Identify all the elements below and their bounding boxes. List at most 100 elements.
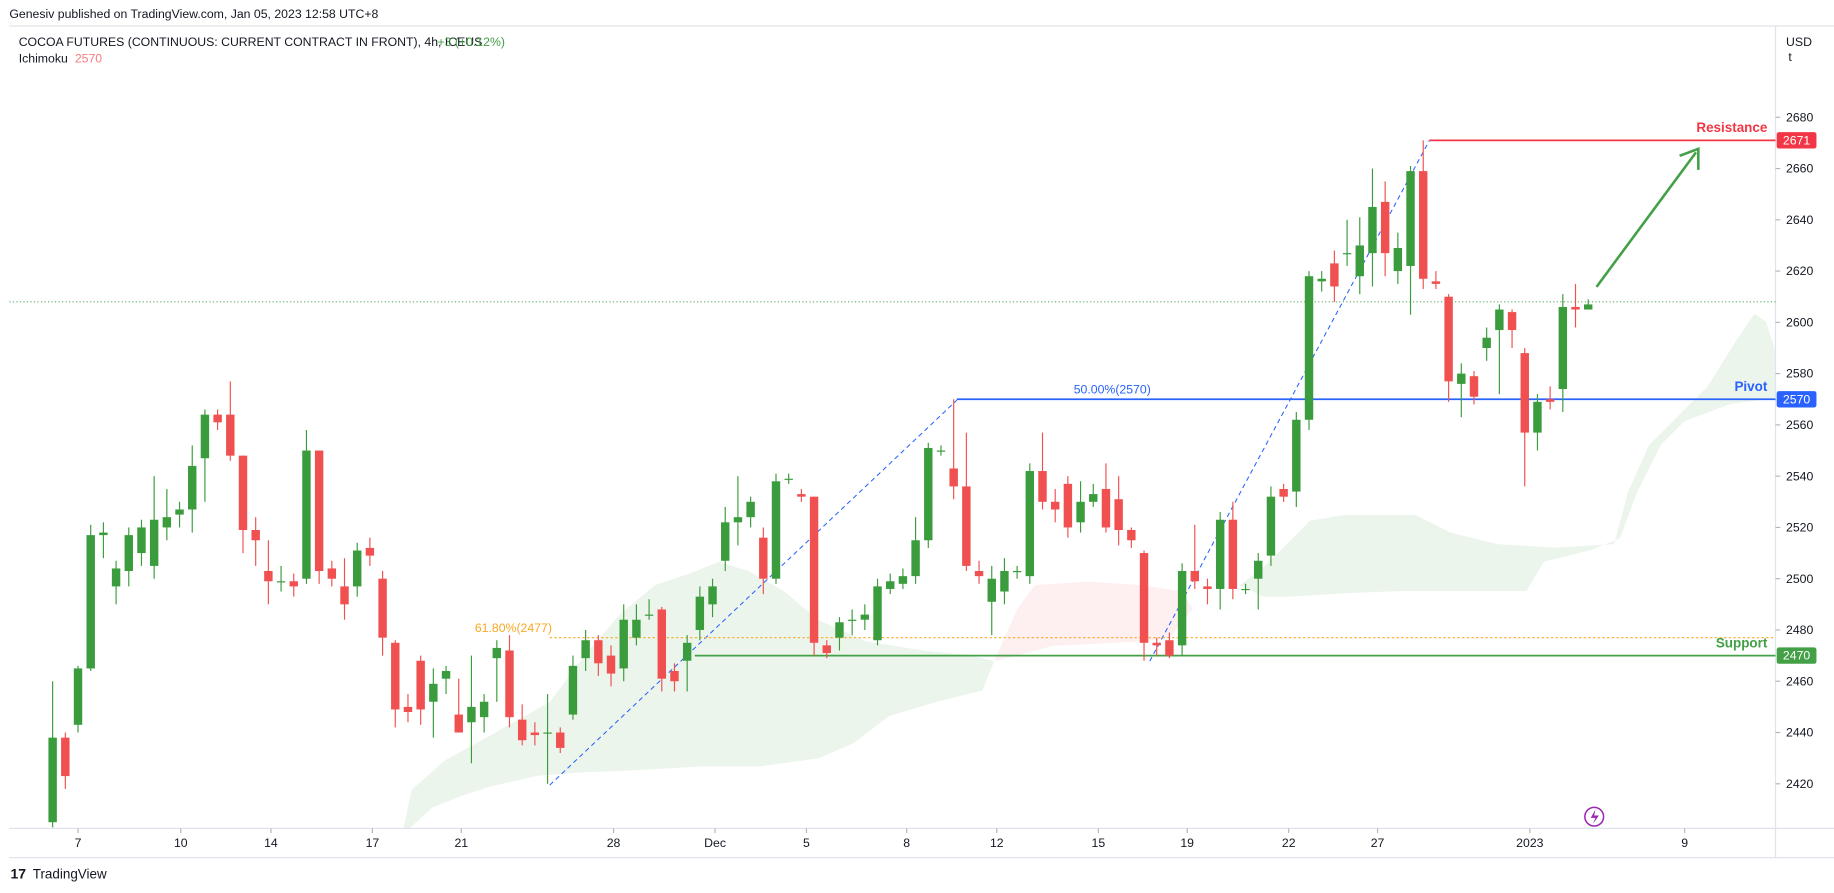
candle-body xyxy=(962,486,971,566)
level-badge xyxy=(1776,391,1817,408)
x-tick-label: 28 xyxy=(607,836,621,850)
candle-body xyxy=(1025,471,1035,577)
indicator-name: Ichimoku xyxy=(19,51,68,65)
candle-body xyxy=(264,571,273,582)
candle-body xyxy=(1177,571,1187,646)
y-tick-label: 2500 xyxy=(1786,572,1813,586)
candle-body xyxy=(797,494,806,497)
candle-body xyxy=(1457,373,1466,384)
candle-body xyxy=(1114,499,1123,530)
candle-body xyxy=(543,732,552,734)
candle-body xyxy=(314,450,324,572)
ichimoku-cloud xyxy=(1239,313,1776,597)
candle-body xyxy=(1101,488,1111,528)
candle-body xyxy=(1127,529,1136,541)
candle-body xyxy=(175,509,184,515)
candle-body xyxy=(1279,488,1288,497)
candle-body xyxy=(162,517,172,528)
candle-body xyxy=(1495,309,1504,331)
brand: TradingView xyxy=(33,867,107,882)
fib-label: 61.80%(2477) xyxy=(475,621,552,635)
x-tick-label: 14 xyxy=(264,836,278,850)
candle-body xyxy=(289,581,298,587)
candle-body xyxy=(886,581,895,589)
candle-body xyxy=(149,519,159,566)
candle-body xyxy=(1393,248,1403,272)
candle-body xyxy=(517,719,527,741)
candle-body xyxy=(1203,586,1212,589)
ichimoku-cloud xyxy=(403,561,995,829)
candle-body xyxy=(124,535,133,572)
candle-body xyxy=(1355,245,1364,277)
candle-body xyxy=(1215,519,1225,589)
candle-body xyxy=(1076,501,1085,523)
candle-body xyxy=(1469,376,1479,397)
candle-body xyxy=(809,496,819,643)
candle-body xyxy=(606,655,616,674)
candle-body xyxy=(188,465,197,510)
candle-body xyxy=(695,596,705,630)
chart-title: COCOA FUTURES (CONTINUOUS: CURRENT CONTR… xyxy=(19,35,483,49)
candle-body xyxy=(1533,401,1542,433)
y-tick-label: 2660 xyxy=(1786,162,1813,176)
y-tick-label: 2480 xyxy=(1786,623,1813,637)
y-tick-label: 2640 xyxy=(1786,213,1813,227)
candle-body xyxy=(340,586,349,605)
candle-body xyxy=(1228,519,1238,589)
candle-body xyxy=(721,522,730,561)
x-tick-label: 17 xyxy=(366,836,380,850)
candle-body xyxy=(479,701,489,718)
candle-body xyxy=(391,642,400,710)
candle-body xyxy=(111,568,121,587)
candle-body xyxy=(86,535,95,669)
level-badge xyxy=(1776,132,1817,149)
candle-body xyxy=(530,732,540,736)
candle-body xyxy=(1520,353,1529,433)
level-name: Resistance xyxy=(1696,120,1767,135)
candle-body xyxy=(1038,471,1047,502)
candle-body xyxy=(1545,399,1555,402)
level-name: Pivot xyxy=(1734,379,1767,394)
candle-body xyxy=(1419,171,1428,279)
candle-body xyxy=(898,576,908,584)
candle-body xyxy=(378,578,387,638)
candle-body xyxy=(657,609,666,679)
candle-body xyxy=(365,547,375,556)
x-tick-label: 21 xyxy=(454,836,468,850)
candle-body xyxy=(670,670,679,682)
candle-body xyxy=(492,647,502,659)
candle-body xyxy=(949,468,958,487)
candle-body xyxy=(847,619,857,621)
y-tick-label: 2420 xyxy=(1786,777,1813,791)
candle-body xyxy=(936,450,946,452)
unit: t xyxy=(1788,50,1792,64)
candle-body xyxy=(1406,171,1415,266)
candle-body xyxy=(1063,483,1073,528)
indicator-value: 2570 xyxy=(75,51,102,65)
candle-body xyxy=(1254,560,1263,579)
x-tick-label: 9 xyxy=(1681,836,1688,850)
candle-body xyxy=(1000,571,1009,592)
event-icon xyxy=(1584,806,1605,827)
candle-body xyxy=(771,481,781,579)
candle-body xyxy=(61,737,70,777)
x-tick-label: 22 xyxy=(1282,836,1296,850)
level-value: 2470 xyxy=(1783,649,1810,663)
candle-body xyxy=(416,660,425,710)
y-tick-label: 2600 xyxy=(1786,315,1813,329)
x-tick-label: Dec xyxy=(704,836,726,850)
candle-body xyxy=(429,683,438,702)
y-tick-label: 2680 xyxy=(1786,110,1813,124)
trend-drawing xyxy=(549,399,958,786)
candle-body xyxy=(1012,571,1022,573)
candle-body xyxy=(327,568,337,579)
candle-body xyxy=(302,450,311,579)
y-tick-label: 2620 xyxy=(1786,264,1813,278)
candle-body xyxy=(974,571,984,577)
candle-body xyxy=(708,586,717,605)
x-tick-label: 10 xyxy=(174,836,188,850)
candle-body xyxy=(1330,263,1339,287)
candle-body xyxy=(1304,276,1314,420)
